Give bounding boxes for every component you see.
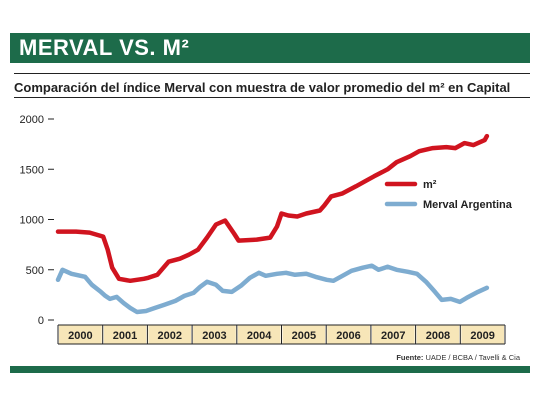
x-year-cell — [327, 325, 370, 344]
subtitle-bottom-rule — [14, 97, 530, 98]
series-line-merval — [55, 263, 490, 315]
x-tick-label: 2003 — [202, 330, 226, 342]
x-tick-label: 2000 — [68, 330, 92, 342]
x-tick-label: 2004 — [247, 330, 272, 342]
source-label: Fuente: — [396, 353, 424, 362]
y-tick-label: 2000 — [20, 114, 44, 126]
series-line-m2 — [55, 133, 490, 284]
x-tick-label: 2009 — [470, 330, 494, 342]
subtitle-top-rule — [14, 73, 530, 74]
y-axis: 0 500 1000 1500 2000 — [20, 114, 54, 327]
bottom-bar — [10, 366, 530, 373]
x-tick-label: 2005 — [292, 330, 316, 342]
x-year-cell — [148, 325, 192, 344]
chart-subtitle: Comparación del índice Merval con muestr… — [14, 80, 511, 95]
header-bar — [10, 33, 530, 63]
legend-label: m² — [423, 179, 437, 191]
chart-legend: m² Merval Argentina — [384, 179, 513, 211]
x-tick-label: 2001 — [113, 330, 137, 342]
x-tick-label: 2007 — [381, 330, 405, 342]
x-year-cell — [59, 325, 102, 344]
x-year-cell — [461, 325, 504, 344]
x-tick-label: 2002 — [158, 330, 182, 342]
source-text: UADE / BCBA / Tavelli & Cia — [425, 353, 520, 362]
x-year-cell — [193, 325, 236, 344]
x-tick-label: 2006 — [336, 330, 360, 342]
x-year-cell — [103, 325, 147, 344]
x-year-cell — [416, 325, 460, 344]
y-tick-label: 1500 — [20, 164, 44, 176]
x-year-cell — [282, 325, 326, 344]
x-year-cell — [237, 325, 281, 344]
legend-label: Merval Argentina — [423, 199, 513, 211]
chart-series — [55, 133, 490, 315]
x-axis-year-band: 2000 2001 2002 2003 2004 2005 2006 2007 2008 2009 — [57, 324, 506, 345]
x-tick-label: 2008 — [426, 330, 450, 342]
y-tick-label: 1000 — [20, 215, 44, 227]
y-tick-label: 500 — [26, 265, 44, 277]
x-year-cell — [371, 325, 415, 344]
page-title: MERVAL VS. M² — [19, 35, 190, 60]
source-note: Fuente: UADE / BCBA / Tavelli & Cia — [396, 353, 520, 362]
y-tick-label: 0 — [38, 315, 44, 327]
